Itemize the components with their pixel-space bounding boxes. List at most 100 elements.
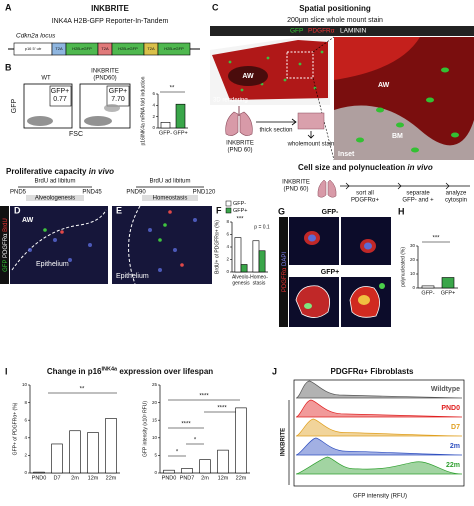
channel-labels: GFP PDGFRα BrdU (3, 218, 9, 272)
inset-cells (334, 37, 420, 80)
panel-title: Spatial positioning (299, 4, 371, 13)
x-tick-label: GFP- (159, 130, 172, 136)
bar (240, 264, 248, 273)
basement-membrane (334, 105, 474, 160)
y-tick-label: 6 (152, 91, 155, 96)
y-tick-label: 4 (24, 435, 27, 440)
sample-label: (PND 60) (227, 148, 252, 154)
gate-label: GFP+ (51, 88, 69, 95)
construct: p16 5' utr T2A H2B-eGFP T2A H2B-eGFP T2A H2B-e… (13, 42, 191, 56)
title-part: Change in p16 (47, 367, 102, 376)
panel-label: H (398, 206, 405, 216)
boundary (11, 209, 107, 271)
significance: **** (181, 422, 191, 428)
y-tick-label: 6 (24, 417, 27, 422)
y-tick-label: 2 (152, 114, 155, 119)
title-part: in vivo (89, 167, 114, 176)
significance: ** (80, 387, 85, 393)
section-title: Proliferative capacity in vivo (6, 167, 114, 176)
x-tick-label: 22m (236, 475, 247, 481)
significance: **** (217, 406, 227, 412)
bar (421, 285, 435, 289)
plot-frame (293, 379, 465, 487)
step-label: PDGFRα+ (351, 198, 379, 204)
x-tick-label: Alveolo- (232, 274, 250, 280)
panel-label: I (5, 366, 8, 376)
construct-label: T2A (55, 46, 63, 51)
panel-label: F (216, 205, 222, 215)
image-label: Inset (338, 151, 355, 158)
panel-label: E (116, 205, 122, 215)
x-tick-label: 12m (218, 475, 229, 481)
inset-line (312, 36, 335, 53)
panel-label: C (212, 2, 219, 12)
y-tick-label: 15 (152, 417, 158, 422)
panel-title: Change in p16INK4a expression over lifes… (47, 367, 213, 376)
x-axis-label: FSC (69, 131, 83, 138)
gate-label: GFP+ (109, 88, 127, 95)
image-label: Epithelium (36, 261, 69, 268)
title-part: Cell size and polynucleation (298, 163, 407, 172)
y-tick-label: 10 (410, 271, 416, 276)
sample-label: (PND 60) (283, 187, 308, 193)
image-label: AW (242, 73, 254, 80)
section-title: Cell size and polynucleation in vivo (298, 163, 433, 172)
y-axis-label: p16INK4a mRNA fold induction (140, 76, 146, 145)
histogram (295, 418, 463, 437)
panel-subtitle: 200μm slice whole mount stain (287, 17, 383, 24)
y-tick-label: 8 (226, 219, 229, 224)
bar (199, 459, 211, 474)
y-tick-label: 0 (24, 470, 27, 475)
phase: Homeostasis (153, 196, 188, 202)
construct-label: T2A (147, 46, 155, 51)
significance: * (176, 450, 179, 456)
gate-value: 7.70 (111, 96, 125, 103)
bar (163, 469, 175, 474)
step-label: analyze (446, 191, 467, 197)
image-label: 3D rendering (213, 98, 248, 104)
panel-subtitle: INK4A H2B-GFP Reporter-In-Tandem (52, 18, 169, 25)
panel-title: INKBRITE (91, 4, 129, 13)
treatment: BrdU ad libitum (149, 179, 190, 185)
y-tick-label: 25 (152, 382, 158, 387)
channel-labels: PDGFRα DAPI (282, 252, 288, 292)
construct-label: H2B-eGFP (164, 46, 184, 51)
group-label: GFP- (322, 209, 339, 216)
x-tick-label: PND0 (32, 475, 47, 481)
series-label: Wildtype (431, 386, 460, 393)
step-label: GFP- and + (402, 198, 434, 204)
phase-bar (26, 195, 84, 201)
x-tick-label: 2m (201, 475, 209, 481)
phase-bar (142, 195, 198, 201)
bar (33, 471, 45, 474)
bar (235, 407, 247, 474)
bar (441, 277, 455, 289)
bar (160, 122, 171, 129)
arrow (256, 118, 297, 126)
title-part: in vivo (407, 163, 432, 172)
gfp-cells (356, 67, 459, 153)
channel: DAPI (282, 252, 288, 266)
y-tick-label: 2 (226, 257, 229, 262)
histogram (295, 399, 463, 418)
significance: *** (432, 236, 440, 242)
x-tick-label: PND7 (180, 475, 195, 481)
channel: GFP (3, 260, 9, 272)
x-tick-label: genesis (232, 280, 250, 286)
locus-label: Cdkn2a locus (16, 33, 56, 40)
arrow-heads (345, 182, 450, 190)
y-tick-label: 20 (152, 400, 158, 405)
legend-label: GFP- (233, 201, 246, 207)
flow-cloud (104, 104, 120, 112)
legend-bar (210, 26, 474, 36)
series-label: D7 (451, 424, 460, 431)
image-label: AW (22, 217, 34, 224)
histogram (295, 456, 463, 475)
y-axis-label: GFP intensity (x10³ RFU) (142, 401, 148, 457)
y-tick-label: 4 (226, 244, 229, 249)
x-tick-label: GFP+ (173, 130, 188, 136)
gate-value: 0.77 (53, 96, 67, 103)
panel-label: J (272, 366, 277, 376)
legend: GFP-GFP+ (225, 200, 248, 214)
flow-title: WT (41, 76, 51, 82)
